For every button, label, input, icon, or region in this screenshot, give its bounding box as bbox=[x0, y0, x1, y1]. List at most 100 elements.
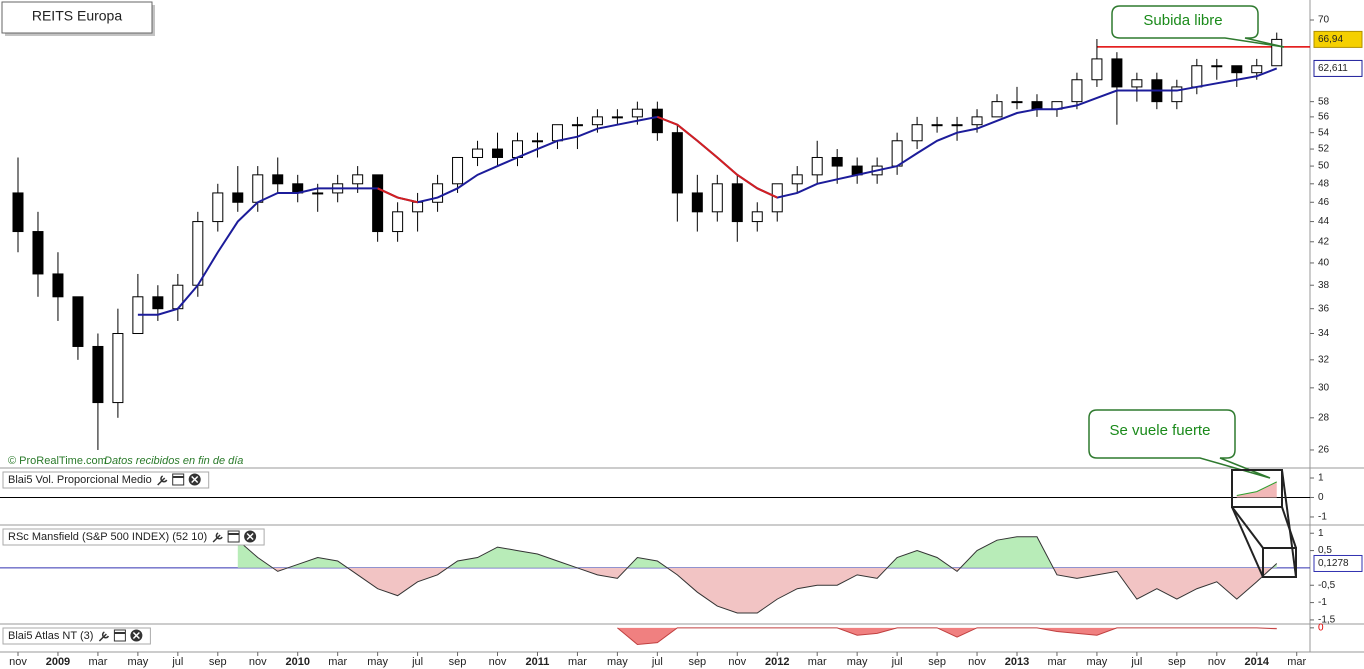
candle-body bbox=[691, 192, 703, 213]
candle-body bbox=[791, 174, 803, 185]
candle-body bbox=[891, 140, 903, 167]
candle-body bbox=[432, 183, 444, 203]
moving-average-down bbox=[656, 115, 678, 126]
close-icon-x bbox=[191, 475, 199, 484]
y-tick-label: 52 bbox=[1318, 144, 1330, 155]
panel-title-box bbox=[2, 528, 265, 546]
candle-body bbox=[192, 221, 204, 286]
candle-body bbox=[931, 124, 943, 127]
candle-body bbox=[1271, 38, 1283, 67]
moving-average-down bbox=[716, 156, 738, 176]
area-negative bbox=[272, 567, 1272, 613]
x-tick-label: 2010 bbox=[285, 656, 309, 668]
candle-body bbox=[92, 345, 104, 404]
y-tick-label: 56 bbox=[1318, 112, 1330, 123]
window-icon bbox=[172, 473, 185, 486]
moving-average-down bbox=[397, 196, 418, 204]
callout bbox=[1088, 409, 1271, 479]
candle-body bbox=[1111, 58, 1123, 88]
x-tick-label: 2014 bbox=[1245, 656, 1270, 668]
candle-body bbox=[911, 124, 923, 142]
y-tick-label: 40 bbox=[1318, 258, 1330, 269]
x-tick-label: may bbox=[847, 656, 868, 668]
candle-body bbox=[1251, 65, 1263, 74]
y-tick-label: -1,5 bbox=[1318, 615, 1336, 626]
y-tick-label: 28 bbox=[1318, 412, 1330, 423]
value-box bbox=[1313, 59, 1363, 77]
candle-body bbox=[252, 174, 264, 203]
x-tick-label: sep bbox=[209, 656, 227, 668]
x-tick-label: may bbox=[607, 656, 628, 668]
x-tick-label: 2009 bbox=[46, 656, 70, 668]
y-tick-label: 58 bbox=[1318, 96, 1330, 107]
y-tick-label: 42 bbox=[1318, 236, 1330, 247]
y-tick-label: 0 bbox=[1318, 622, 1324, 633]
x-tick-label: may bbox=[1087, 656, 1108, 668]
y-tick-label: 44 bbox=[1318, 216, 1330, 227]
y-tick-label: -1 bbox=[1318, 597, 1327, 608]
x-tick-label: sep bbox=[688, 656, 706, 668]
note: Datos recibidos en fin de día bbox=[104, 455, 243, 467]
moving-average-down bbox=[676, 123, 698, 142]
value-label: 0,1278 bbox=[1318, 558, 1349, 569]
panel-title-box bbox=[2, 627, 151, 645]
candle-body bbox=[671, 132, 683, 194]
candle-body bbox=[52, 273, 64, 298]
candle-body bbox=[72, 296, 84, 347]
x-tick-label: may bbox=[367, 656, 388, 668]
settings-icon bbox=[212, 532, 223, 543]
x-tick-label: 2011 bbox=[526, 656, 550, 668]
x-tick-label: mar bbox=[568, 656, 587, 668]
area-positive bbox=[1236, 481, 1277, 498]
candle-body bbox=[272, 174, 284, 185]
y-tick-label: 1 bbox=[1318, 528, 1324, 539]
candle-body bbox=[531, 140, 543, 143]
y-tick-label: 34 bbox=[1318, 328, 1330, 339]
title-box bbox=[1, 1, 153, 34]
candle-body bbox=[352, 174, 364, 185]
x-tick-label: mar bbox=[808, 656, 827, 668]
candle-body bbox=[751, 211, 763, 223]
candle-body bbox=[1091, 58, 1103, 81]
y-tick-label: 0,5 bbox=[1318, 545, 1332, 556]
y-tick-label: -1 bbox=[1318, 512, 1327, 523]
y-tick-label: 30 bbox=[1318, 382, 1330, 393]
close-icon-x bbox=[246, 532, 254, 541]
candle-body bbox=[412, 201, 424, 213]
area-positive bbox=[237, 536, 1277, 568]
y-tick-label: 50 bbox=[1318, 161, 1330, 172]
chart-title: REITS Europa bbox=[32, 8, 122, 24]
candle-body bbox=[1131, 79, 1143, 88]
x-tick-label: mar bbox=[328, 656, 347, 668]
x-tick-label: nov bbox=[968, 656, 986, 668]
settings-icon bbox=[157, 475, 168, 486]
candle-body bbox=[611, 116, 623, 119]
y-tick-label: 32 bbox=[1318, 354, 1330, 365]
window-icon bbox=[227, 530, 240, 543]
y-tick-label: -0,5 bbox=[1318, 580, 1336, 591]
candle-body bbox=[951, 124, 963, 127]
y-tick-label: 0 bbox=[1318, 492, 1324, 503]
candle-body bbox=[32, 231, 44, 275]
x-tick-label: jul bbox=[1130, 656, 1142, 668]
x-tick-label: nov bbox=[9, 656, 27, 668]
candle-body bbox=[1011, 101, 1023, 104]
candle-body bbox=[1071, 79, 1083, 103]
candle-body bbox=[492, 148, 504, 158]
annotation: Subida libre bbox=[1143, 12, 1222, 29]
x-tick-label: mar bbox=[1287, 656, 1306, 668]
candle-body bbox=[651, 108, 663, 134]
y-tick-label: 54 bbox=[1318, 127, 1330, 138]
candle-body bbox=[1031, 101, 1043, 110]
window-icon bbox=[113, 629, 126, 642]
candle-body bbox=[571, 124, 583, 127]
indicator-line bbox=[1236, 481, 1277, 497]
x-tick-label: 2012 bbox=[765, 656, 789, 668]
candle-body bbox=[452, 156, 464, 185]
value-label: 66,94 bbox=[1318, 34, 1343, 45]
x-tick-label: 2013 bbox=[1005, 656, 1029, 668]
close-icon-x bbox=[132, 631, 140, 640]
candle-body bbox=[152, 296, 164, 310]
